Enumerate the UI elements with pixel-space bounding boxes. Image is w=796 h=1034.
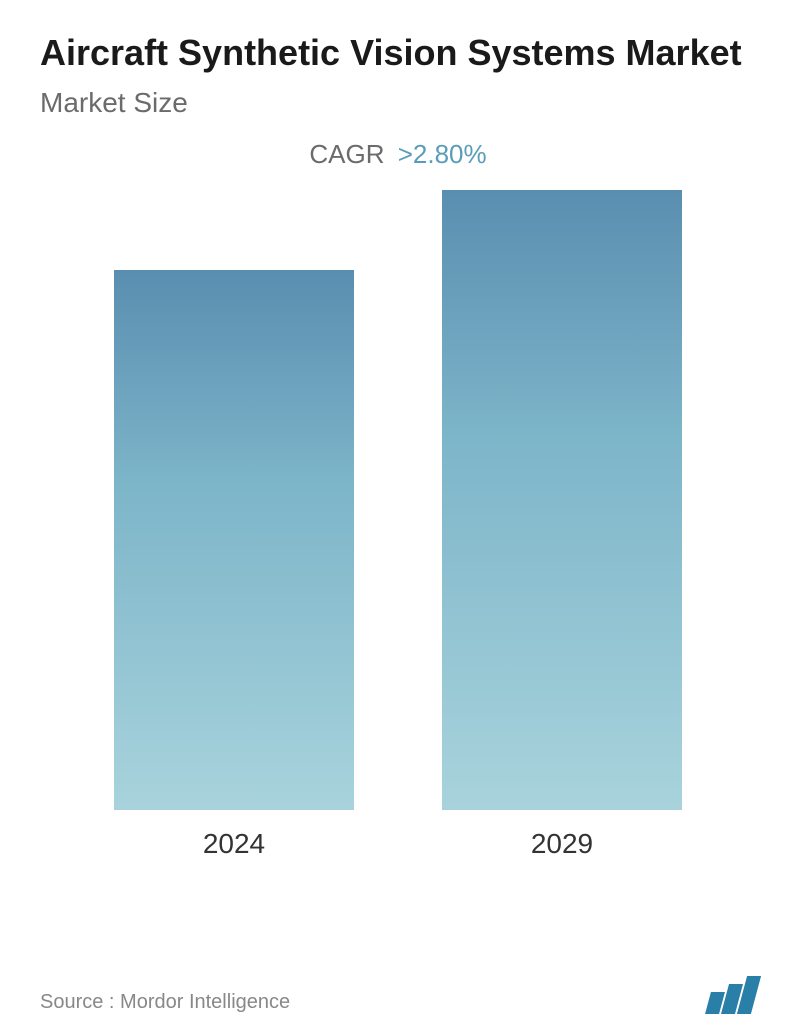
cagr-label: CAGR [309, 139, 384, 169]
bar-2029 [442, 190, 682, 810]
brand-logo-icon [708, 976, 756, 1014]
chart-subtitle: Market Size [40, 87, 756, 119]
chart-title: Aircraft Synthetic Vision Systems Market [40, 30, 756, 75]
bar-label-2024: 2024 [203, 828, 265, 860]
chart-area: 2024 2029 [40, 210, 756, 860]
cagr-line: CAGR >2.80% [40, 139, 756, 170]
source-text: Source : Mordor Intelligence [40, 991, 290, 1014]
footer: Source : Mordor Intelligence [40, 976, 756, 1014]
bar-label-2029: 2029 [531, 828, 593, 860]
bar-group-2029: 2029 [414, 190, 709, 860]
bar-group-2024: 2024 [86, 270, 381, 860]
cagr-value: >2.80% [398, 139, 487, 169]
bar-2024 [114, 270, 354, 810]
